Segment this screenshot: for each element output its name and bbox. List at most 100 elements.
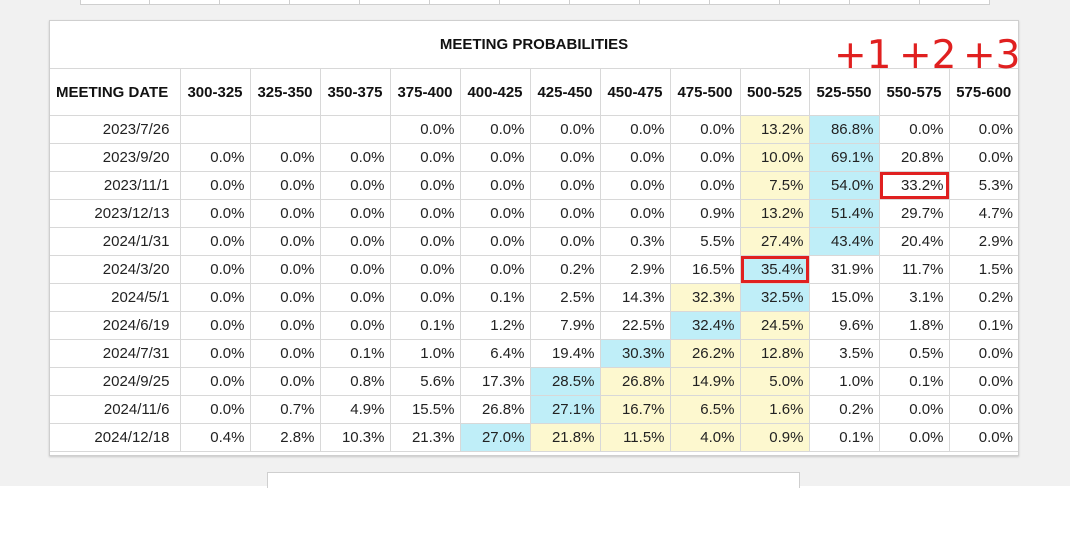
probability-cell: 51.4% [808,199,880,228]
probability-cell: 1.6% [739,395,810,424]
probability-cell: 0.0% [669,171,741,200]
probability-cell: 32.3% [669,283,741,312]
probability-cell: 2.5% [529,283,601,312]
probability-cell: 0.0% [599,115,671,144]
probability-cell: 2.9% [948,227,1018,256]
probability-cell: 6.4% [459,339,531,368]
probability-cell: 14.9% [669,367,741,396]
probability-cell: 0.4% [179,423,251,452]
probability-cell: 0.0% [459,115,531,144]
probability-cell: 0.1% [878,367,950,396]
probability-cell: 32.4% [669,311,741,340]
probability-cell: 0.0% [389,255,461,284]
probability-cell: 26.8% [599,367,671,396]
meeting-date-cell: 2023/7/26 [50,115,181,144]
probability-cell: 20.8% [878,143,950,172]
probability-cell: 26.2% [669,339,741,368]
probability-cell: 4.0% [669,423,741,452]
probability-cell: 0.0% [948,423,1018,452]
probability-cell: 0.0% [389,143,461,172]
column-header-meeting-date: MEETING DATE [50,69,181,116]
probability-cell: 0.0% [459,143,531,172]
probability-cell: 11.5% [599,423,671,452]
table-row: 2024/12/18 0.4% 2.8% 10.3% 21.3% 27.0% 21.8% 11… [50,423,1018,452]
column-header-400-425: 400-425 [459,69,531,116]
table-row: 2024/11/6 0.0% 0.7% 4.9% 15.5% 26.8% 27.1% 16.7… [50,395,1018,424]
table-row: 2023/7/26 0.0% 0.0% 0.0% 0.0% 0.0% 13.2% 86.8% 0… [50,115,1018,144]
column-header-475-500: 475-500 [669,69,741,116]
probability-cell: 0.0% [878,115,950,144]
probability-cell: 0.2% [948,283,1018,312]
probability-cell: 0.0% [179,171,251,200]
meeting-date-cell: 2024/5/1 [50,283,181,312]
marker-plus-two: +2 [899,33,957,78]
probability-cell: 7.5% [739,171,810,200]
probability-cell: 27.1% [529,395,601,424]
probability-cell: 0.1% [389,311,461,340]
table-row: 2024/9/25 0.0% 0.0% 0.8% 5.6% 17.3% 28.5% 26.8%… [50,367,1018,396]
column-header-375-400: 375-400 [389,69,461,116]
previous-table-bottom-edge [80,0,990,5]
meeting-date-cell: 2024/11/6 [50,395,181,424]
column-header-450-475: 450-475 [599,69,671,116]
probability-cell: 0.0% [249,255,321,284]
probability-cell: 5.3% [948,171,1018,200]
probability-cell: 0.0% [249,311,321,340]
probability-cell: 0.0% [319,283,391,312]
probability-cell: 0.7% [249,395,321,424]
probability-cell: 54.0% [808,171,880,200]
table-row: 2023/11/1 0.0% 0.0% 0.0% 0.0% 0.0% 0.0% 0.0% 0.0… [50,171,1018,200]
highlighted-probability-cell: 33.2% [878,171,950,200]
probability-cell: 0.0% [948,115,1018,144]
probability-cell [179,115,251,144]
probability-cell: 27.0% [459,423,531,452]
probability-cell: 15.5% [389,395,461,424]
probability-cell: 9.6% [808,311,880,340]
probability-cell: 24.5% [739,311,810,340]
probability-cell: 0.0% [599,199,671,228]
next-panel-top-edge [267,472,800,488]
probability-cell: 0.0% [389,199,461,228]
probability-cell: 0.0% [459,171,531,200]
header-row: MEETING DATE 300-325 325-350 350-375 375-400… [50,69,1018,116]
probability-cell: 0.0% [529,199,601,228]
probability-cell: 0.0% [249,283,321,312]
probability-cell: 0.0% [179,143,251,172]
probability-cell: 7.9% [529,311,601,340]
meeting-date-cell: 2023/11/1 [50,171,181,200]
probability-cell: 2.9% [599,255,671,284]
meeting-probabilities-panel: MEETING PROBABILITIES MEETING DATE 300-32… [49,20,1019,456]
marker-plus-three: +3 [963,33,1021,78]
probability-cell: 5.5% [669,227,741,256]
probability-cell: 0.0% [179,283,251,312]
probability-cell: 0.1% [459,283,531,312]
probability-cell: 0.2% [529,255,601,284]
meeting-date-cell: 2024/12/18 [50,423,181,452]
probability-cell: 3.5% [808,339,880,368]
meeting-date-cell: 2023/12/13 [50,199,181,228]
probability-cell: 22.5% [599,311,671,340]
probability-cell: 13.2% [739,199,810,228]
column-header-350-375: 350-375 [319,69,391,116]
probability-cell: 86.8% [808,115,880,144]
probability-cell: 20.4% [878,227,950,256]
probability-cell: 10.0% [739,143,810,172]
probability-cell [249,115,321,144]
probability-cell: 0.0% [179,199,251,228]
probability-cell: 1.5% [948,255,1018,284]
probability-cell: 14.3% [599,283,671,312]
table-row: 2023/9/20 0.0% 0.0% 0.0% 0.0% 0.0% 0.0% 0.0% 0.0… [50,143,1018,172]
probability-cell: 0.0% [319,171,391,200]
probability-cell: 0.0% [249,339,321,368]
probability-cell: 0.0% [179,367,251,396]
probability-cell: 0.0% [249,171,321,200]
column-header-525-550: 525-550 [808,69,880,116]
probability-cell: 0.8% [319,367,391,396]
probability-cell: 0.0% [599,171,671,200]
marker-plus-one: +1 [834,33,892,78]
probability-cell: 0.0% [878,395,950,424]
probability-cell: 0.3% [599,227,671,256]
probability-cell: 0.0% [319,311,391,340]
probability-cell: 0.0% [599,143,671,172]
probability-cell: 11.7% [878,255,950,284]
